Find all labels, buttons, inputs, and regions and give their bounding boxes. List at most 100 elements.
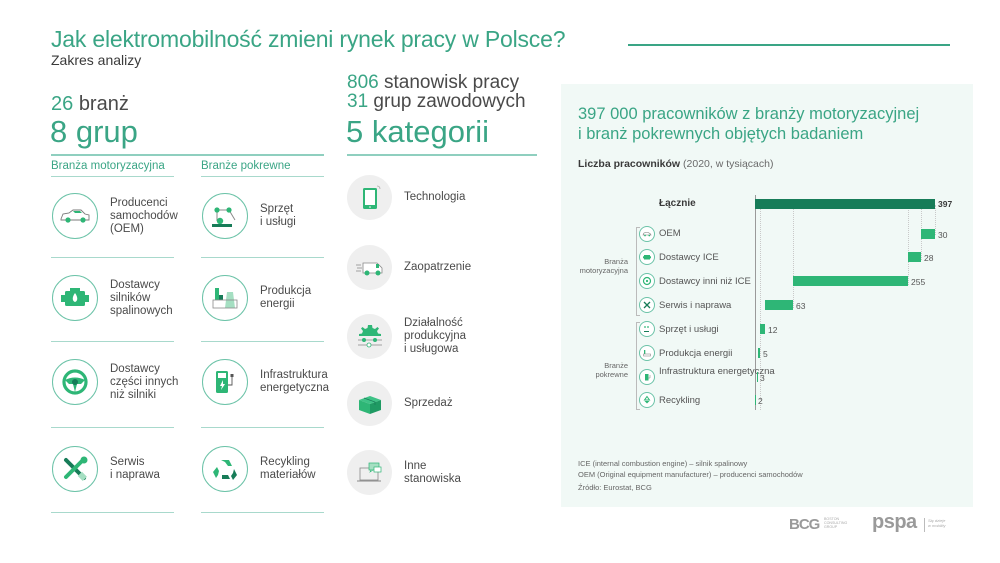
category-item-production-services: Działalność produkcyjna i usługowa: [347, 314, 466, 359]
chart-subtitle-rest: (2020, w tysiącach): [680, 158, 774, 170]
positions-label: stanowisk pracy: [383, 72, 520, 93]
category-label: Zaopatrzenie: [404, 261, 472, 273]
category-item-other-positions: Inne stanowiska: [347, 450, 461, 495]
row-label: Recykling: [659, 395, 701, 406]
occupation-groups-label: grup zawodowych: [373, 91, 526, 112]
col-heading-automotive: Branża motoryzacyjna: [51, 160, 165, 172]
employees-panel: [561, 84, 973, 507]
recycling-icon: [639, 392, 655, 408]
group-bracket-related: [636, 322, 640, 410]
row-label: OEM: [659, 228, 681, 239]
pspa-logo-tagline: Się dzieje w mobility: [928, 518, 946, 528]
package-box-icon: [347, 381, 392, 426]
bar-ice-suppliers: [908, 252, 921, 262]
row-label: Dostawcy inni niż ICE: [659, 276, 751, 287]
group-label-automotive: Branża motoryzacyjna: [579, 257, 628, 275]
group-bracket-automotive: [636, 227, 640, 316]
bar-value: 30: [938, 230, 948, 240]
bar-value: 255: [911, 277, 926, 287]
chart-source: Źródło: Eurostat, BCG: [578, 483, 652, 492]
tablet-icon: [347, 175, 392, 220]
sector-item-energy-infrastructure: Infrastruktura energetyczna: [202, 359, 329, 405]
engine-icon: [639, 249, 655, 265]
bar-value: 28: [924, 253, 934, 263]
sector-item-energy-production: Produkcja energii: [202, 275, 311, 321]
divider: [51, 341, 174, 342]
row-label: Serwis i naprawa: [659, 300, 732, 311]
bar-value: 2: [758, 396, 763, 406]
category-label: Sprzedaż: [404, 397, 453, 409]
groups-stat: 8 grup: [50, 114, 138, 149]
charging-station-icon: [202, 359, 248, 405]
sector-item-ice-suppliers: Dostawcy silników spalinowych: [52, 275, 173, 321]
chart-subtitle: Liczba pracowników (2020, w tysiącach): [578, 158, 773, 170]
col-heading-related: Branże pokrewne: [201, 160, 291, 172]
bar-energy-production: [758, 348, 760, 358]
divider: [201, 176, 324, 177]
divider: [201, 512, 324, 513]
guide-line: [935, 205, 936, 235]
sector-label: Recykling materiałów: [260, 456, 316, 481]
bar-other-suppliers: [793, 276, 908, 286]
power-plant-icon: [202, 275, 248, 321]
recycling-icon: [202, 446, 248, 492]
industries-count: 26: [51, 93, 74, 115]
bar-value: 63: [796, 301, 806, 311]
sector-label: Serwis i naprawa: [110, 456, 160, 481]
panel-title: 397 000 pracowników z branży motoryzacyj…: [578, 105, 920, 143]
sector-label: Infrastruktura energetyczna: [260, 369, 330, 394]
divider: [201, 341, 324, 342]
wrench-screwdriver-icon: [639, 297, 655, 313]
industries-stat: 26 branż: [51, 93, 129, 115]
bar-equipment-services: [760, 324, 765, 334]
guide-line: [760, 205, 761, 410]
sector-item-other-parts-suppliers: Dostawcy części innych niż silniki: [52, 359, 178, 405]
categories-stat: 5 kategorii: [346, 114, 490, 149]
sector-item-service-repair: Serwis i naprawa: [52, 446, 160, 492]
sector-item-equipment-services: Sprzęt i usługi: [202, 193, 296, 239]
guide-line: [908, 205, 909, 285]
car-icon: [52, 193, 98, 239]
robot-arm-icon: [639, 321, 655, 337]
bar-energy-infrastructure: [756, 372, 758, 382]
divider: [201, 257, 324, 258]
sector-label: Produkcja energii: [260, 285, 312, 310]
row-label: Produkcja energii: [659, 348, 733, 359]
category-item-technology: Technologia: [347, 175, 465, 220]
bar-oem: [921, 229, 935, 239]
title-divider: [628, 44, 950, 46]
sector-label: Producenci samochodów (OEM): [110, 196, 178, 235]
middle-divider: [347, 154, 537, 156]
wrench-screwdriver-icon: [52, 446, 98, 492]
page-title: Jak elektromobilność zmieni rynek pracy …: [51, 26, 566, 52]
category-label: Technologia: [404, 191, 466, 203]
chart-footnote: ICE (internal combustion engine) – silni…: [578, 459, 803, 479]
divider: [51, 176, 174, 177]
bar-recycling: [755, 395, 756, 405]
gear-icon: [347, 314, 392, 359]
laptop-chat-icon: [347, 450, 392, 495]
power-plant-icon: [639, 345, 655, 361]
row-label: Infrastruktura energetyczna: [659, 366, 775, 377]
category-item-sales: Sprzedaż: [347, 381, 453, 426]
bcg-logo: BCG: [789, 516, 820, 533]
sector-label: Dostawcy silników spalinowych: [110, 278, 173, 317]
bar-total: [755, 199, 935, 209]
chart-subtitle-bold: Liczba pracowników: [578, 158, 681, 170]
pspa-logo-separator: [924, 518, 925, 532]
steering-wheel-icon: [52, 359, 98, 405]
bar-value: 3: [760, 373, 765, 383]
divider: [51, 512, 174, 513]
bar-value: 5: [763, 349, 768, 359]
sector-item-oem: Producenci samochodów (OEM): [52, 193, 178, 239]
bcg-logo-subtitle: BOSTON CONSULTING GROUP: [824, 517, 848, 530]
occupation-groups-count: 31: [347, 91, 369, 112]
delivery-van-icon: [347, 245, 392, 290]
category-item-supply: Zaopatrzenie: [347, 245, 471, 290]
bar-value: 12: [768, 325, 778, 335]
left-divider: [51, 154, 324, 156]
steering-wheel-icon: [639, 273, 655, 289]
divider: [51, 427, 174, 428]
row-label: Sprzęt i usługi: [659, 324, 719, 335]
category-label: Inne stanowiska: [404, 459, 461, 485]
